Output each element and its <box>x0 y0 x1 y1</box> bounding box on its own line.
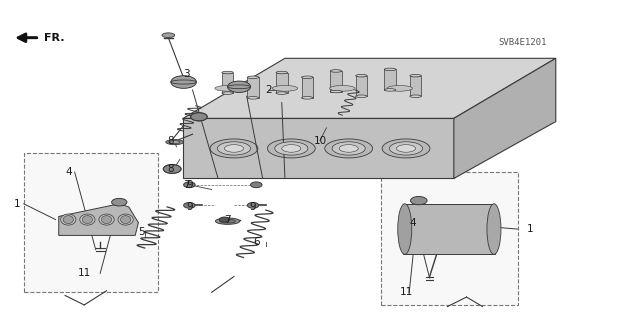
Bar <box>24 153 157 292</box>
Text: 1: 1 <box>14 199 20 209</box>
Ellipse shape <box>339 145 358 152</box>
Circle shape <box>171 76 196 88</box>
Ellipse shape <box>220 219 236 223</box>
Text: 8: 8 <box>167 164 173 174</box>
Ellipse shape <box>301 97 313 99</box>
Polygon shape <box>59 204 138 235</box>
Ellipse shape <box>330 85 355 91</box>
Ellipse shape <box>276 71 287 74</box>
Text: 9: 9 <box>250 202 257 212</box>
Ellipse shape <box>301 76 313 78</box>
Ellipse shape <box>356 74 367 77</box>
Circle shape <box>184 182 195 188</box>
Ellipse shape <box>487 204 501 254</box>
Bar <box>247 77 259 98</box>
Ellipse shape <box>330 90 342 93</box>
Text: 6: 6 <box>253 237 260 247</box>
Circle shape <box>111 198 127 206</box>
Text: 4: 4 <box>409 218 416 228</box>
Ellipse shape <box>387 85 412 91</box>
Text: 8: 8 <box>167 136 173 145</box>
Ellipse shape <box>397 204 412 254</box>
Bar <box>330 71 342 92</box>
Ellipse shape <box>101 216 111 224</box>
Ellipse shape <box>162 33 175 38</box>
Text: 2: 2 <box>266 85 273 95</box>
Circle shape <box>250 182 262 188</box>
Ellipse shape <box>275 142 308 155</box>
Text: 7: 7 <box>224 215 231 225</box>
Bar <box>276 72 287 93</box>
Bar <box>410 76 421 96</box>
Ellipse shape <box>171 80 196 84</box>
Ellipse shape <box>272 85 298 91</box>
Ellipse shape <box>120 216 131 224</box>
Circle shape <box>163 165 181 174</box>
Bar <box>381 172 518 305</box>
Bar <box>222 72 234 93</box>
Polygon shape <box>183 118 454 178</box>
Text: FR.: FR. <box>44 33 65 43</box>
Ellipse shape <box>268 139 316 158</box>
Ellipse shape <box>332 142 365 155</box>
Ellipse shape <box>247 97 259 99</box>
Ellipse shape <box>83 216 93 224</box>
Text: 5: 5 <box>138 227 145 237</box>
Text: SVB4E1201: SVB4E1201 <box>499 38 547 47</box>
Polygon shape <box>403 204 495 254</box>
Text: 11: 11 <box>399 287 413 297</box>
Circle shape <box>191 113 207 121</box>
Ellipse shape <box>276 92 287 94</box>
Ellipse shape <box>222 71 234 74</box>
Ellipse shape <box>410 95 421 98</box>
Ellipse shape <box>356 95 367 98</box>
Ellipse shape <box>228 85 250 89</box>
Text: 10: 10 <box>314 136 326 145</box>
Polygon shape <box>454 58 556 178</box>
Text: 9: 9 <box>186 202 193 212</box>
Ellipse shape <box>410 74 421 77</box>
Ellipse shape <box>166 140 184 145</box>
Text: 4: 4 <box>65 167 72 177</box>
Bar <box>301 77 313 98</box>
Ellipse shape <box>215 85 241 91</box>
Ellipse shape <box>216 218 240 224</box>
Ellipse shape <box>330 70 342 72</box>
Text: 9: 9 <box>186 180 193 190</box>
Ellipse shape <box>385 89 396 91</box>
Bar <box>356 76 367 96</box>
Ellipse shape <box>390 142 422 155</box>
Ellipse shape <box>282 145 301 152</box>
Ellipse shape <box>80 214 95 225</box>
Ellipse shape <box>225 145 244 152</box>
Polygon shape <box>183 58 556 118</box>
Ellipse shape <box>118 214 133 225</box>
Text: 7: 7 <box>183 180 189 190</box>
Text: 1: 1 <box>527 224 534 234</box>
Ellipse shape <box>385 68 396 70</box>
Circle shape <box>184 203 195 208</box>
Ellipse shape <box>61 214 76 225</box>
Ellipse shape <box>218 142 250 155</box>
Ellipse shape <box>210 139 258 158</box>
Circle shape <box>220 217 230 222</box>
Ellipse shape <box>396 145 415 152</box>
Circle shape <box>247 203 259 208</box>
Ellipse shape <box>170 141 180 144</box>
Ellipse shape <box>247 76 259 78</box>
Text: 3: 3 <box>183 69 189 79</box>
Ellipse shape <box>63 216 74 224</box>
Circle shape <box>410 197 427 205</box>
Ellipse shape <box>222 92 234 94</box>
Ellipse shape <box>99 214 114 225</box>
Ellipse shape <box>324 139 372 158</box>
Ellipse shape <box>382 139 430 158</box>
Bar <box>385 69 396 90</box>
Circle shape <box>228 81 250 93</box>
Text: 11: 11 <box>77 268 91 278</box>
